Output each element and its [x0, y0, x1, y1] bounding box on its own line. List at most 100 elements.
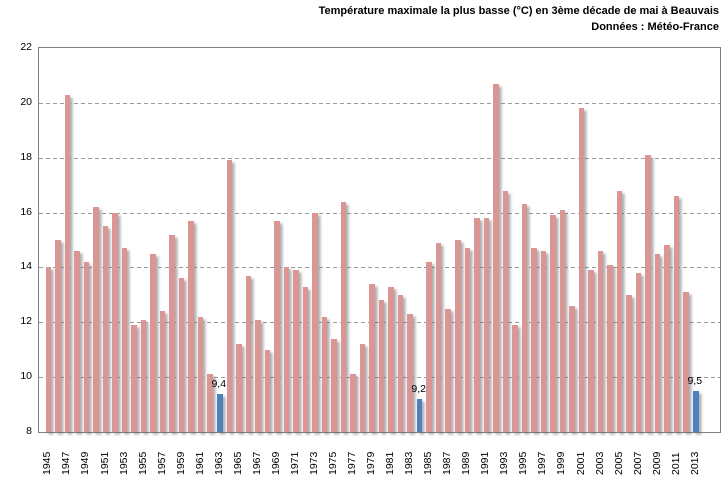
x-tick-label-1959: 1959: [174, 451, 187, 475]
x-tick-label-1999: 1999: [555, 451, 568, 475]
bar-1999: [559, 209, 566, 432]
bar-1998: [550, 215, 556, 432]
data-label-1963: 9,4: [211, 377, 227, 390]
bar-1983: [407, 314, 413, 432]
x-tick-label-1969: 1969: [269, 451, 282, 475]
bar-1985: [426, 261, 432, 432]
bar-1977: [350, 374, 356, 432]
bar-2005: [616, 190, 623, 432]
x-tick-label-1997: 1997: [536, 451, 549, 475]
data-label-2013: 9,5: [687, 374, 703, 387]
bar-1975: [331, 338, 337, 432]
x-tick-label-1955: 1955: [136, 451, 149, 475]
bar-1946: [55, 240, 61, 432]
bar-2003: [597, 250, 604, 432]
bar-1965: [236, 344, 242, 432]
bar-1947: [64, 94, 71, 432]
bar-1971: [293, 270, 299, 432]
bar-1959: [178, 278, 185, 432]
bar-1997: [540, 250, 547, 432]
bar-2012: [683, 292, 689, 432]
bar-1956: [150, 253, 156, 432]
bar-1970: [283, 267, 290, 432]
bar-2004: [607, 264, 613, 432]
chart-subtitle: Données : Météo-France: [591, 21, 719, 33]
x-tick-label-2001: 2001: [574, 451, 587, 475]
x-tick-label-1975: 1975: [327, 451, 339, 475]
bar-1988: [455, 240, 461, 432]
bar-1968: [264, 349, 271, 432]
data-label-1984: 9,2: [411, 383, 426, 396]
highlighted-bar-1984: [416, 399, 423, 432]
bar-1981: [388, 286, 394, 432]
bar-1989: [464, 248, 471, 432]
bar-2008: [645, 154, 651, 432]
x-tick-label-2007: 2007: [631, 451, 644, 475]
bar-1966: [245, 275, 252, 432]
x-tick-label-1949: 1949: [79, 451, 92, 475]
bar-2007: [635, 272, 642, 432]
chart-title: Température maximale la plus basse (°C) …: [318, 5, 719, 17]
bar-1957: [159, 311, 166, 432]
x-tick-label-2011: 2011: [669, 452, 682, 475]
bar-1976: [340, 201, 347, 432]
x-tick-label-1995: 1995: [517, 451, 530, 475]
x-tick-label-1967: 1967: [250, 451, 263, 475]
x-tick-label-1973: 1973: [307, 451, 320, 475]
x-tick-label-2003: 2003: [593, 451, 606, 475]
bar-1967: [255, 319, 261, 432]
x-tick-label-1971: 1971: [288, 451, 301, 475]
y-tick-label-18: 18: [20, 150, 32, 163]
bar-1955: [140, 319, 147, 432]
bar-1993: [502, 190, 509, 432]
y-tick-label-22: 22: [20, 41, 32, 53]
x-tick-label-1985: 1985: [422, 451, 435, 475]
bar-1949: [83, 261, 90, 432]
bar-1980: [378, 300, 385, 432]
bar-1954: [131, 325, 137, 432]
bar-1978: [359, 344, 366, 432]
bar-1991: [483, 218, 490, 432]
bar-1953: [121, 248, 128, 432]
bar-1992: [493, 83, 499, 432]
y-tick-label-12: 12: [20, 315, 32, 328]
x-tick-label-1991: 1991: [479, 451, 492, 475]
bar-1951: [102, 226, 109, 432]
x-tick-label-1953: 1953: [117, 451, 130, 475]
gridline-20: [39, 102, 720, 104]
x-tick-label-2009: 2009: [650, 451, 663, 475]
y-tick-label-14: 14: [20, 260, 32, 273]
x-tick-label-1987: 1987: [441, 451, 454, 475]
x-tick-label-1947: 1947: [60, 451, 73, 475]
x-tick-label-1965: 1965: [231, 451, 244, 475]
x-tick-label-1945: 1945: [41, 451, 54, 475]
bar-1962: [207, 374, 213, 432]
x-tick-label-1951: 1951: [98, 451, 111, 475]
bar-1986: [435, 242, 442, 432]
bar-1961: [197, 316, 204, 432]
bar-2010: [664, 245, 670, 432]
x-tick-label-1983: 1983: [403, 451, 416, 475]
x-tick-label-2013: 2013: [688, 451, 701, 475]
bar-1969: [274, 220, 280, 432]
bar-1990: [474, 218, 480, 432]
bar-1995: [521, 204, 528, 432]
bar-1982: [397, 294, 404, 432]
gridline-18: [39, 157, 720, 159]
gridline-16: [39, 212, 720, 214]
bar-2000: [569, 305, 575, 432]
y-tick-label-10: 10: [20, 370, 32, 383]
highlighted-bar-1963: [217, 393, 223, 432]
x-tick-label-1979: 1979: [365, 451, 378, 475]
bar-1945: [45, 267, 52, 432]
highlighted-bar-2013: [693, 390, 699, 432]
x-tick-label-1963: 1963: [212, 451, 225, 475]
plot-area: [38, 47, 721, 433]
x-tick-label-1993: 1993: [498, 451, 511, 475]
bar-1960: [188, 220, 194, 432]
bar-1996: [531, 248, 537, 432]
bar-2011: [673, 196, 680, 432]
bar-1952: [112, 212, 118, 432]
bar-2002: [588, 270, 594, 432]
